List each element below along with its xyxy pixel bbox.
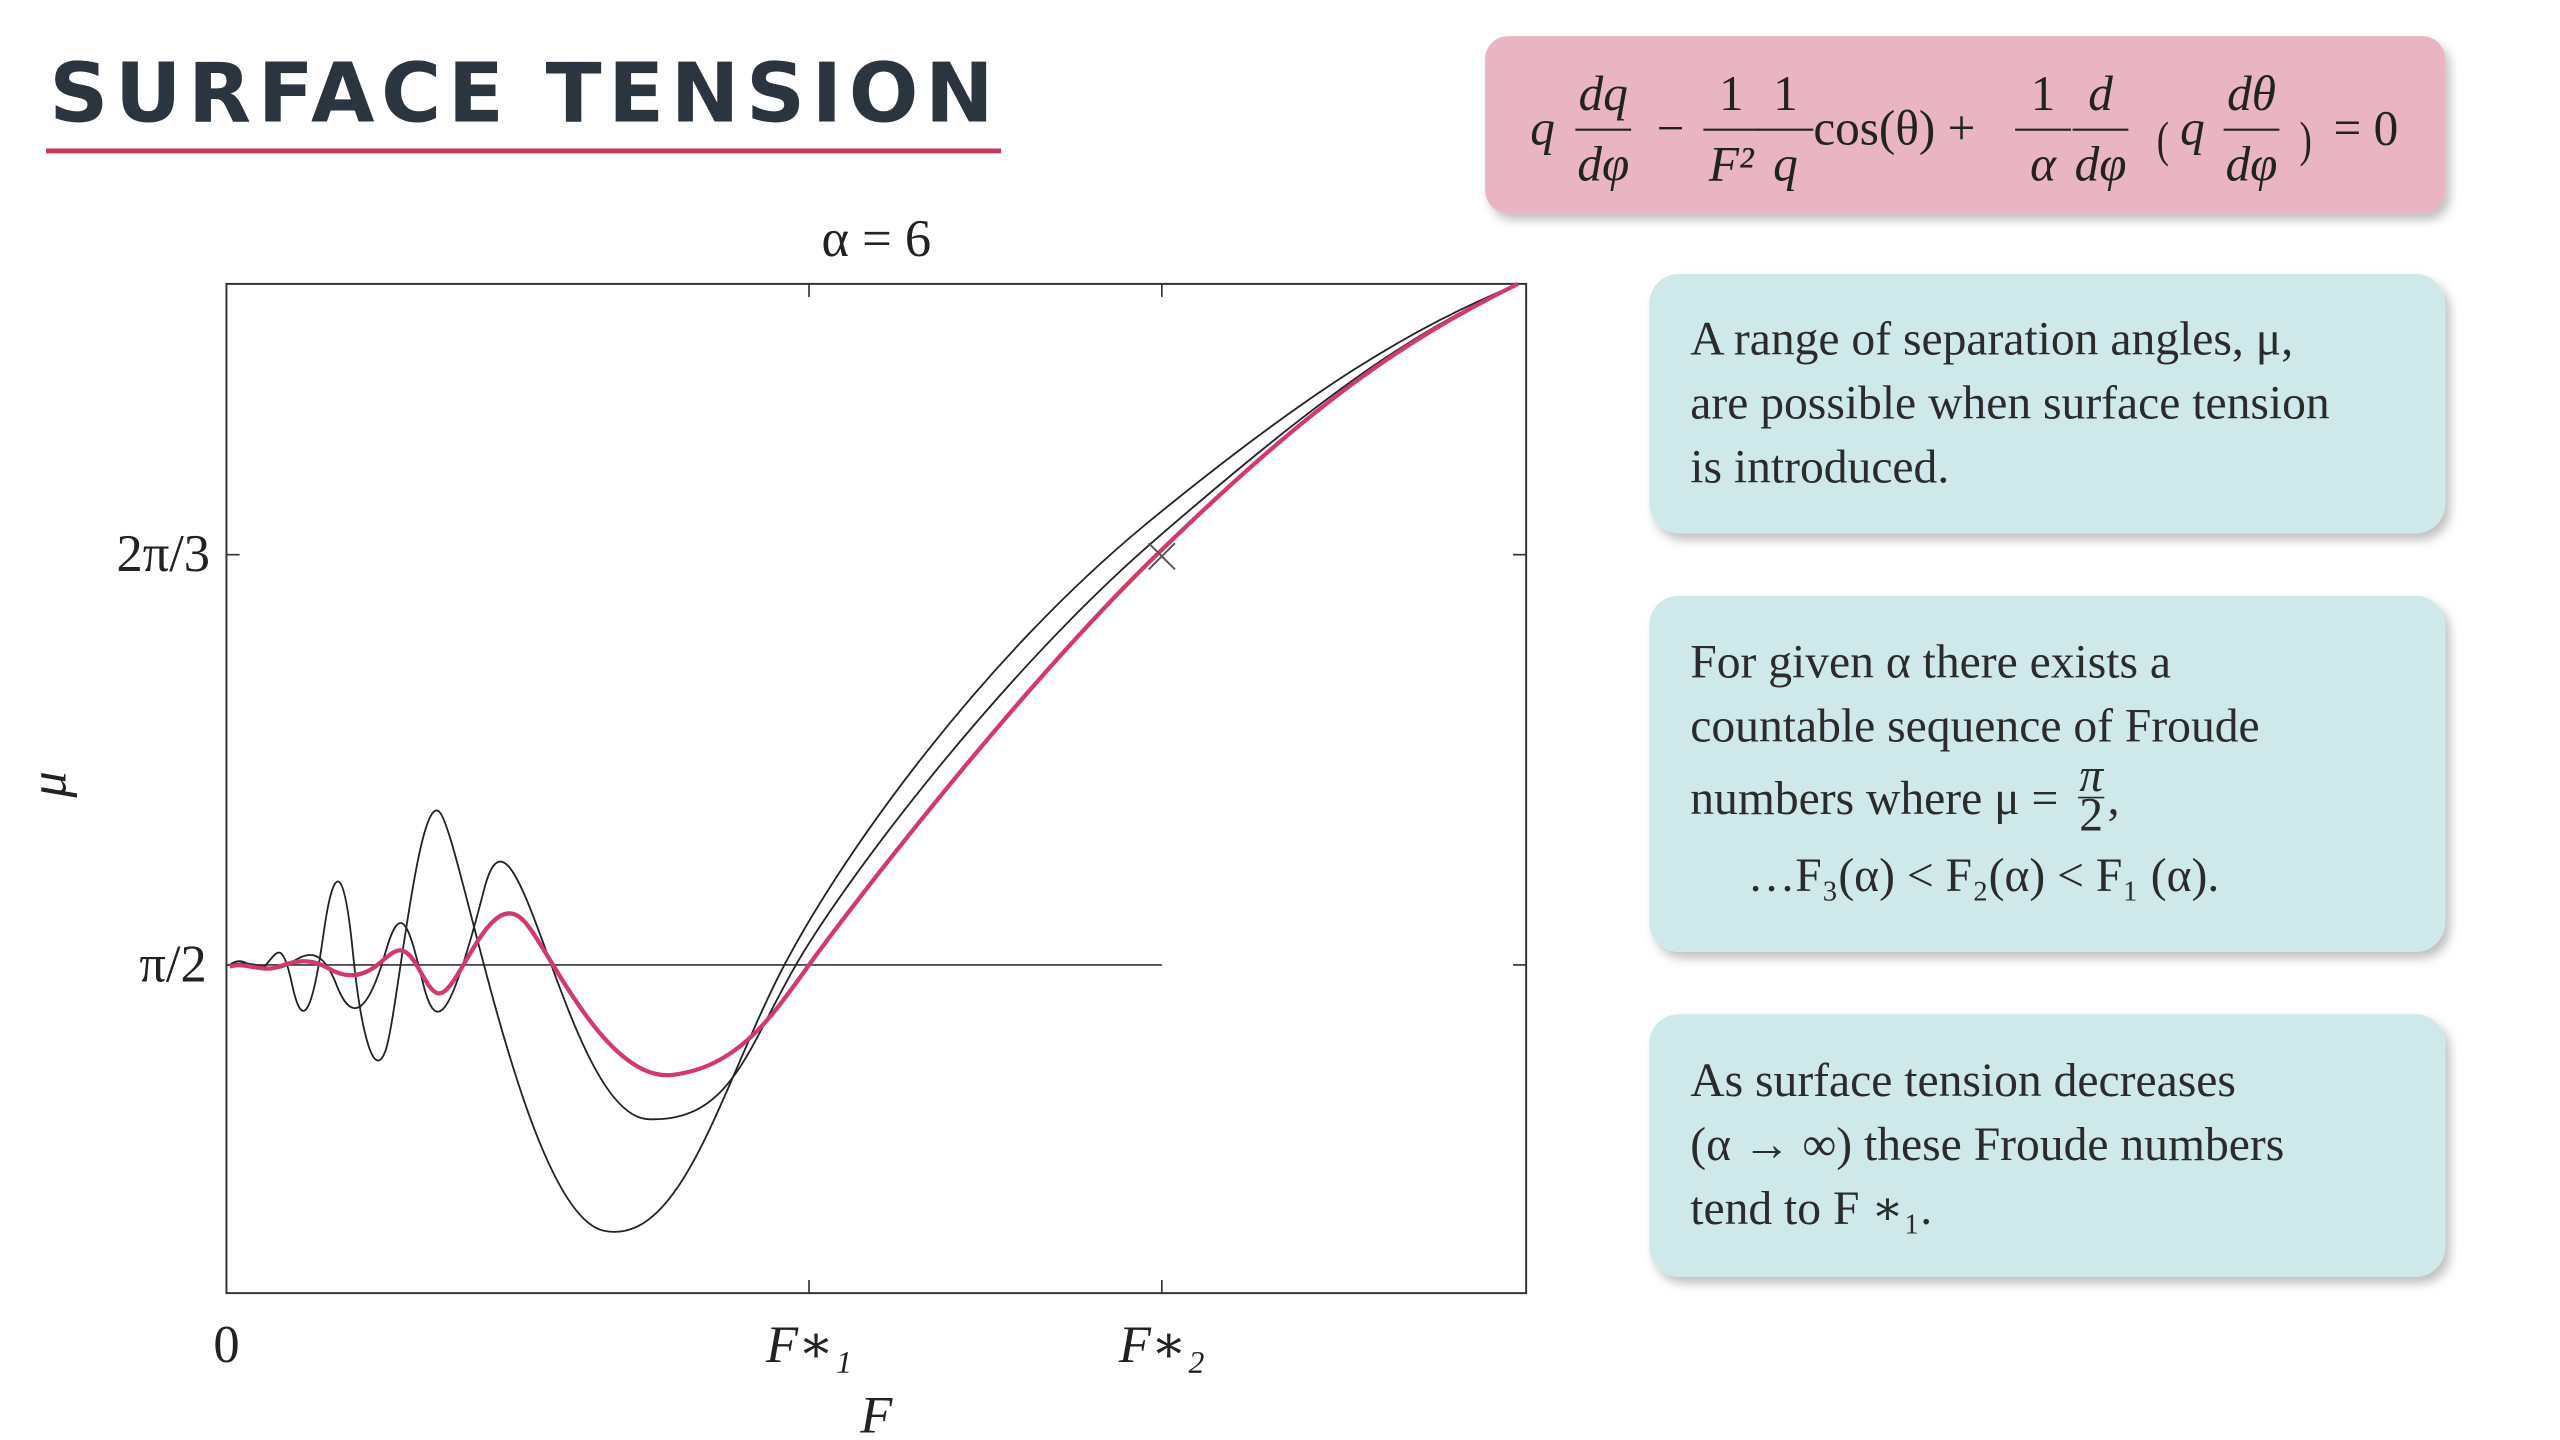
tick-marks xyxy=(226,283,1527,1294)
fraction-numerator: 1 xyxy=(1719,66,1744,121)
equation-term: = 0 xyxy=(2334,100,2399,155)
curve xyxy=(229,283,1519,1233)
equation-box xyxy=(1485,36,2446,214)
y-axis-label: μ xyxy=(20,771,78,798)
plot-frame xyxy=(225,282,1528,1295)
fraction-numerator: 1 xyxy=(1773,66,1798,121)
highlight-curve xyxy=(229,281,1519,1078)
note-box xyxy=(1649,595,2446,952)
slide-title: SURFACE TENSION xyxy=(49,46,1000,141)
x-tick-label: F∗₂ xyxy=(1118,1316,1205,1374)
x-tick-label: 0 xyxy=(213,1316,239,1374)
equation-term: q xyxy=(2180,100,2205,155)
note-line: …F₃(α) < F₂(α) < F₁ (α). xyxy=(1748,850,2220,902)
note-line: numbers where μ = xyxy=(1690,773,2058,825)
plot-title: α = 6 xyxy=(821,210,931,268)
note-line: tend to F ∗₁. xyxy=(1690,1183,1932,1235)
note-line: is introduced. xyxy=(1690,441,1949,493)
curve xyxy=(229,283,1519,1121)
fraction-numerator: d xyxy=(2088,66,2113,121)
fraction-denominator: dφ xyxy=(1577,137,1629,192)
x-axis-label: F xyxy=(859,1387,893,1440)
fraction-denominator: α xyxy=(2030,137,2057,192)
fraction-denominator: dφ xyxy=(2226,137,2278,192)
note-line: countable sequence of Froude xyxy=(1690,701,2259,753)
note-box xyxy=(1649,274,2446,534)
fraction-numerator: 1 xyxy=(2031,66,2056,121)
equation-term: − xyxy=(1657,100,1685,155)
note-line: As surface tension decreases xyxy=(1690,1055,2236,1107)
notes: A range of separation angles, μ, are poss… xyxy=(1690,313,2330,1235)
equation-paren: ( xyxy=(2157,113,2169,167)
x-tick-label: F∗₁ xyxy=(765,1316,852,1374)
note-line: (α → ∞) these Froude numbers xyxy=(1690,1119,2284,1171)
y-tick-label: 2π/3 xyxy=(116,525,210,583)
fraction-denominator: F² xyxy=(1708,137,1755,192)
equation-paren: ) xyxy=(2299,113,2311,167)
fraction-denominator: dφ xyxy=(2075,137,2127,192)
note-line: A range of separation angles, μ, xyxy=(1690,313,2293,365)
fraction-denominator: q xyxy=(1773,137,1798,192)
cross-marker xyxy=(1148,542,1176,571)
note-punctuation: , xyxy=(2108,773,2120,825)
fraction-numerator: π xyxy=(2079,750,2104,802)
note-line: are possible when surface tension xyxy=(1690,377,2330,429)
y-tick-label: π/2 xyxy=(139,935,206,993)
equation-term: cos(θ) + xyxy=(1813,100,1975,155)
equation-term: q xyxy=(1530,100,1555,155)
note-line: For given α there exists a xyxy=(1690,637,2171,689)
fraction-numerator: dq xyxy=(1579,66,1628,121)
fraction-numerator: dθ xyxy=(2227,66,2276,121)
fraction-denominator: 2 xyxy=(2079,789,2103,841)
note-box xyxy=(1649,1014,2446,1277)
